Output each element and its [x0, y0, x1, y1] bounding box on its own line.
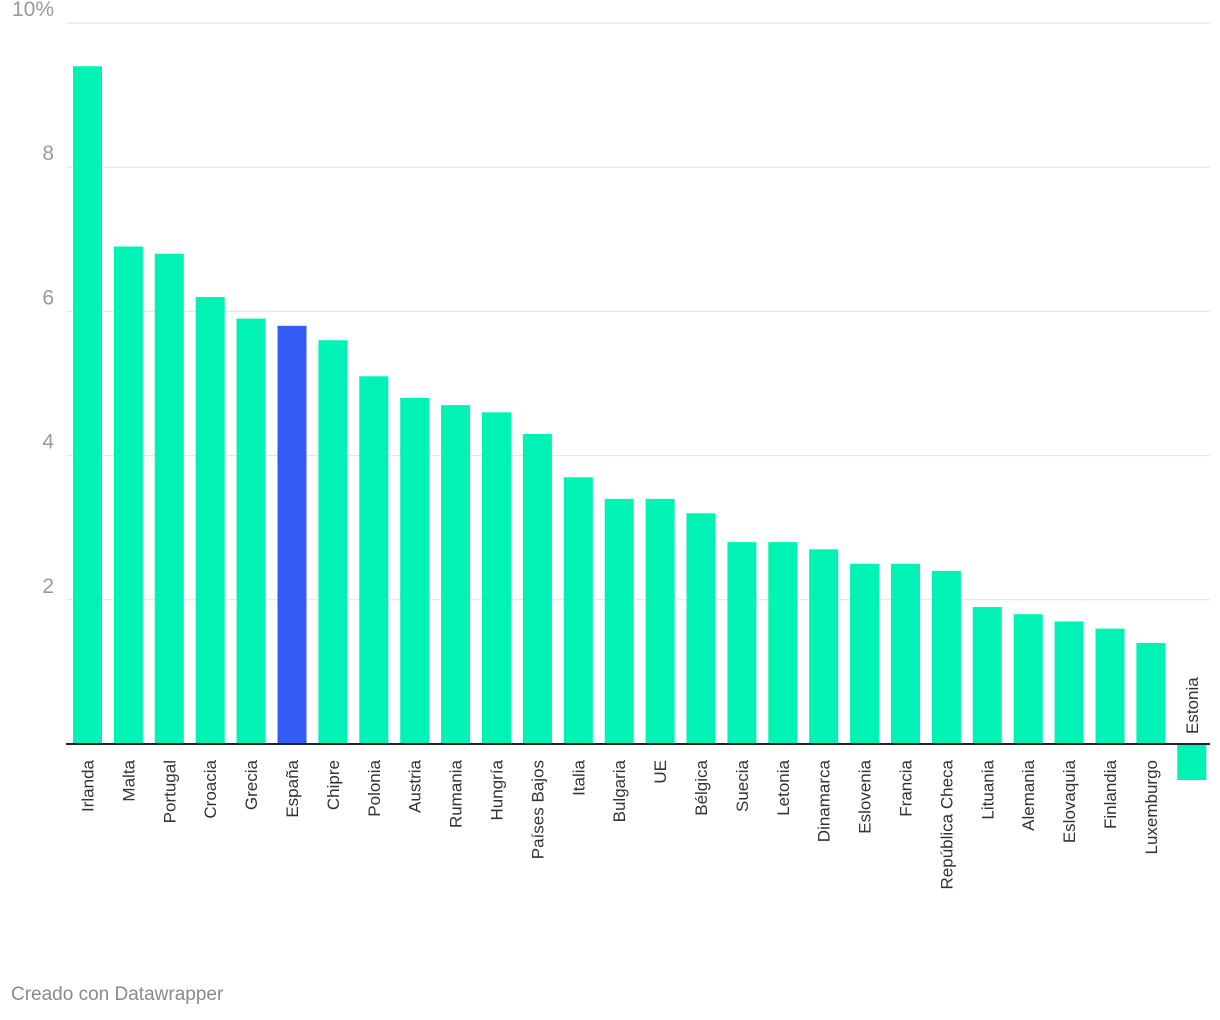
x-tick-label: Francia [897, 759, 916, 816]
bar-bulgaria [604, 498, 634, 744]
x-tick-label: Estonia [1183, 677, 1202, 734]
bar-italia [563, 477, 593, 744]
x-tick-label: Rumania [447, 759, 466, 828]
bar-croacia [195, 296, 225, 744]
bar-alemania [1013, 614, 1043, 744]
bar-lituania [972, 607, 1002, 744]
bar-finlandia [1095, 628, 1125, 744]
category-labels: Irlanda Malta Portugal Croacia Grecia España C… [79, 677, 1202, 890]
x-tick-label: Dinamarca [815, 759, 834, 842]
x-tick-label: Eslovenia [856, 759, 875, 833]
bar-estonia [1177, 744, 1207, 781]
bar-bélgica [686, 513, 716, 744]
x-tick-label: Italia [569, 759, 588, 795]
x-tick-label: Austria [406, 759, 425, 812]
x-tick-label: Hungría [488, 759, 507, 820]
x-tick-label: Suecia [733, 759, 752, 812]
bar-eslovaquia [1054, 621, 1084, 744]
bar-austria [400, 397, 430, 744]
bar-polonia [359, 376, 389, 744]
bar-países-bajos [522, 433, 552, 744]
bar-república-checa [931, 570, 961, 744]
x-tick-label: UE [651, 760, 670, 784]
x-tick-label: República Checa [937, 759, 956, 889]
x-tick-label: Países Bajos [528, 760, 547, 859]
bar-luxemburgo [1136, 643, 1166, 744]
y-tick-label: 8 [42, 142, 54, 165]
bar-dinamarca [809, 549, 839, 744]
y-tick-label: 2 [42, 575, 54, 598]
x-tick-label: Polonia [365, 759, 384, 816]
x-tick-label: Bélgica [692, 759, 711, 815]
bar-malta [113, 246, 143, 744]
x-tick-label: Bulgaria [610, 759, 629, 822]
x-tick-label: Croacia [201, 759, 220, 818]
bar-rumania [441, 405, 471, 744]
x-tick-label: Malta [119, 759, 138, 801]
x-tick-label: Letonia [774, 759, 793, 815]
bar-portugal [154, 253, 184, 744]
x-tick-label: Portugal [160, 760, 179, 823]
x-tick-label: España [283, 759, 302, 817]
bar-irlanda [73, 66, 102, 744]
x-tick-label: Lituania [978, 759, 997, 819]
x-tick-label: Eslovaquia [1060, 759, 1079, 843]
bar-grecia [236, 318, 266, 744]
y-tick-label: 10% [12, 0, 54, 21]
bar-hungría [482, 412, 511, 744]
x-tick-label: Alemania [1019, 759, 1038, 830]
x-tick-label: Luxemburgo [1142, 760, 1161, 855]
bar-letonia [768, 542, 798, 744]
bar-ue [645, 498, 675, 744]
x-tick-label: Grecia [242, 759, 261, 810]
x-tick-label: Chipre [324, 760, 343, 810]
bar-españa [277, 325, 307, 744]
gridlines: 2 4 6 8 10% [12, 0, 1210, 601]
bar-chipre [318, 340, 348, 744]
bars [73, 66, 1207, 781]
footer-credit: Creado con Datawrapper [11, 984, 224, 1005]
bar-eslovenia [850, 563, 880, 744]
bar-suecia [727, 542, 757, 744]
bar-francia [891, 563, 920, 744]
x-tick-label: Finlandia [1101, 759, 1120, 829]
x-tick-label: Irlanda [79, 759, 98, 812]
y-tick-label: 6 [42, 286, 54, 309]
y-tick-label: 4 [42, 431, 54, 454]
